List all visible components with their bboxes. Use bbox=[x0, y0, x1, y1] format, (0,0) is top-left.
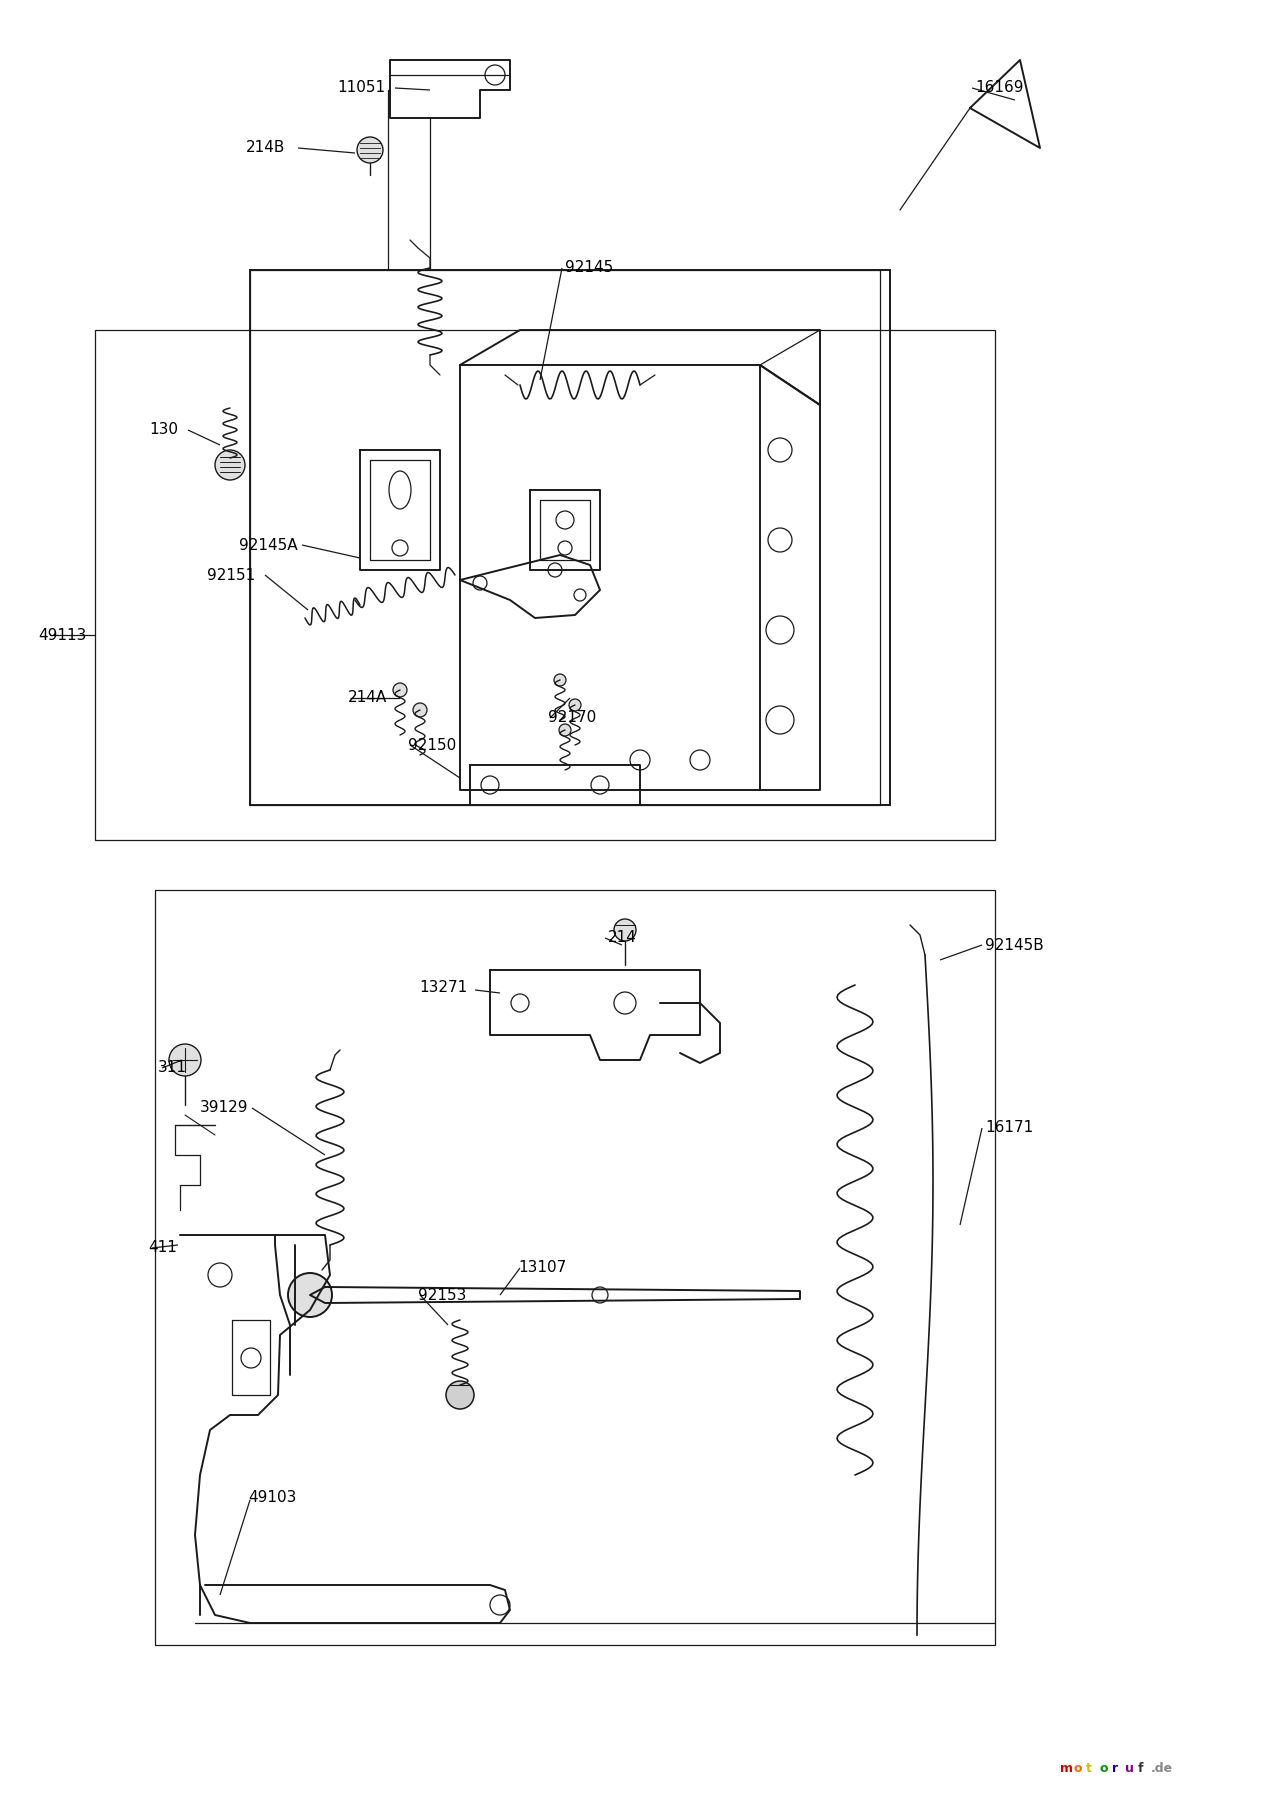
Text: 92145: 92145 bbox=[565, 261, 614, 275]
Text: r: r bbox=[1111, 1762, 1118, 1775]
Circle shape bbox=[241, 1348, 261, 1368]
Circle shape bbox=[558, 542, 572, 554]
Text: 214B: 214B bbox=[245, 140, 285, 155]
Circle shape bbox=[614, 920, 637, 941]
Circle shape bbox=[614, 992, 637, 1013]
Circle shape bbox=[592, 1287, 608, 1303]
Circle shape bbox=[554, 673, 566, 686]
Circle shape bbox=[573, 589, 586, 601]
Bar bbox=[155, 889, 995, 1645]
Text: 92170: 92170 bbox=[548, 711, 596, 725]
Text: f: f bbox=[1138, 1762, 1143, 1775]
Circle shape bbox=[392, 540, 408, 556]
Text: m: m bbox=[1060, 1762, 1074, 1775]
Circle shape bbox=[393, 682, 407, 697]
Text: 92145B: 92145B bbox=[985, 938, 1043, 952]
Circle shape bbox=[690, 751, 710, 770]
Circle shape bbox=[768, 437, 792, 463]
Circle shape bbox=[630, 751, 650, 770]
Text: o: o bbox=[1099, 1762, 1108, 1775]
Circle shape bbox=[765, 706, 794, 734]
Text: 311: 311 bbox=[158, 1060, 187, 1075]
Circle shape bbox=[512, 994, 529, 1012]
Circle shape bbox=[357, 137, 383, 164]
Circle shape bbox=[215, 450, 245, 481]
Text: o: o bbox=[1074, 1762, 1081, 1775]
Text: 13107: 13107 bbox=[518, 1260, 566, 1276]
Circle shape bbox=[474, 576, 488, 590]
Circle shape bbox=[768, 527, 792, 553]
Circle shape bbox=[490, 1595, 510, 1615]
Text: 16171: 16171 bbox=[985, 1120, 1033, 1136]
Circle shape bbox=[481, 776, 499, 794]
Text: 49103: 49103 bbox=[248, 1490, 297, 1505]
Text: 49113: 49113 bbox=[38, 628, 86, 643]
Circle shape bbox=[560, 724, 571, 736]
Text: 16169: 16169 bbox=[975, 81, 1023, 95]
Circle shape bbox=[288, 1273, 332, 1318]
Text: 92145A: 92145A bbox=[240, 538, 298, 553]
Text: 130: 130 bbox=[149, 423, 178, 437]
Text: 13271: 13271 bbox=[419, 981, 469, 995]
Circle shape bbox=[446, 1381, 474, 1409]
Text: 92153: 92153 bbox=[418, 1287, 466, 1303]
Circle shape bbox=[765, 616, 794, 644]
Text: t: t bbox=[1086, 1762, 1092, 1775]
Circle shape bbox=[570, 698, 581, 711]
Text: 92151: 92151 bbox=[207, 567, 255, 583]
Text: 39129: 39129 bbox=[200, 1100, 248, 1116]
Circle shape bbox=[413, 704, 427, 716]
Text: u: u bbox=[1125, 1762, 1134, 1775]
Text: 11051: 11051 bbox=[337, 81, 385, 95]
Bar bbox=[95, 329, 995, 841]
Text: .de: .de bbox=[1151, 1762, 1173, 1775]
Circle shape bbox=[169, 1044, 201, 1076]
Circle shape bbox=[556, 511, 573, 529]
Text: 214A: 214A bbox=[349, 691, 388, 706]
Bar bbox=[250, 270, 890, 805]
Circle shape bbox=[208, 1264, 232, 1287]
Circle shape bbox=[591, 776, 609, 794]
Circle shape bbox=[485, 65, 505, 85]
Text: 92150: 92150 bbox=[408, 738, 456, 752]
Circle shape bbox=[548, 563, 562, 578]
Text: 411: 411 bbox=[148, 1240, 177, 1256]
Text: 214: 214 bbox=[608, 931, 637, 945]
